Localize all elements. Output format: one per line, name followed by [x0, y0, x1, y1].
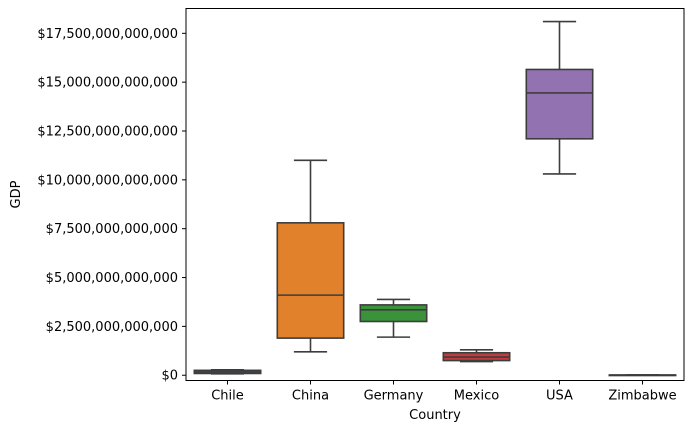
y-axis: $0 $2,500,000,000,000 $5,000,000,000,000 $7… [37, 27, 186, 384]
plot-frame [185, 8, 685, 381]
iqr-box [276, 222, 345, 339]
x-tick-label: Chile [211, 389, 244, 404]
x-axis: Chile China Germany Mexico USA Zimbabwe [211, 380, 677, 404]
y-tick-label: $10,000,000,000,000 [37, 173, 178, 188]
x-tick-label: China [292, 389, 329, 404]
y-tick-label: $17,500,000,000,000 [37, 27, 178, 42]
y-tick-label: $2,500,000,000,000 [46, 320, 178, 335]
box-group [193, 368, 262, 375]
box-group [442, 349, 511, 363]
iqr-box [359, 304, 428, 323]
boxes [193, 20, 677, 377]
x-tick-label: Zimbabwe [608, 389, 676, 404]
x-tick-label: USA [546, 389, 573, 404]
box-group [525, 20, 594, 175]
box-group [359, 298, 428, 338]
x-tick-label: Mexico [454, 389, 499, 404]
y-tick-label: $7,500,000,000,000 [46, 222, 178, 237]
y-tick-label: $12,500,000,000,000 [37, 125, 178, 140]
y-axis-label: GDP [9, 180, 24, 208]
box-group [608, 374, 677, 377]
x-tick-label: Germany [364, 389, 424, 404]
x-axis-label: Country [409, 408, 461, 423]
y-tick-label: $5,000,000,000,000 [46, 271, 178, 286]
box-group [276, 159, 345, 353]
iqr-box [525, 68, 594, 140]
y-tick-label: $15,000,000,000,000 [37, 76, 178, 91]
y-tick-label: $0 [161, 369, 178, 384]
